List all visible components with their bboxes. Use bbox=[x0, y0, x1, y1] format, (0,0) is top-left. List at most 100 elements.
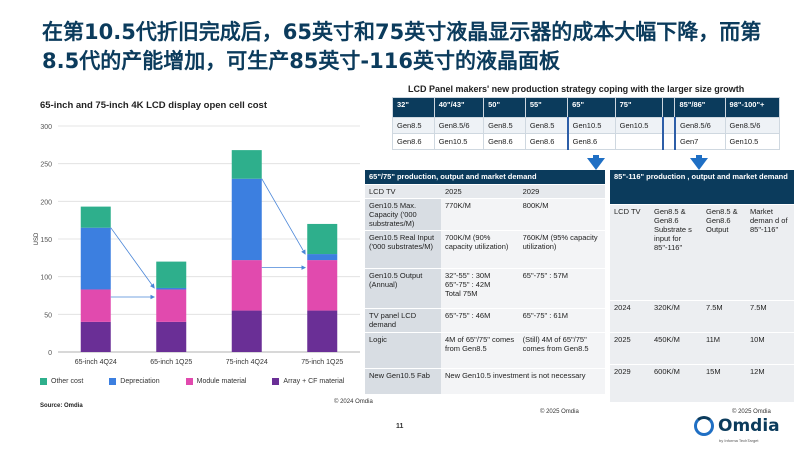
mid-cell: Gen10.5 Real Input ('000 substrates/M) bbox=[365, 230, 441, 269]
strategy-cell: Gen7 bbox=[673, 133, 726, 150]
right-cell: 600K/M bbox=[650, 364, 702, 403]
right-header-cell: Gen8.5 & Gen8.6 Substrate s input for 85… bbox=[650, 204, 702, 301]
mid-column-header: LCD TV 2025 2029 bbox=[365, 184, 605, 199]
legend-item-array: Array + CF material bbox=[272, 378, 344, 385]
x-tick-label: 75-inch 4Q24 bbox=[226, 359, 268, 366]
strategy-header-cell: 98"-100"+ bbox=[724, 97, 781, 118]
omdia-logo: Omdia by Informa TechTarget bbox=[694, 416, 780, 443]
table-row: TV panel LCD demand 65"-75" : 46M 65"-75… bbox=[365, 308, 605, 333]
strategy-header-cell: 50" bbox=[483, 97, 526, 118]
y-tick-label: 150 bbox=[40, 237, 52, 244]
x-tick-label: 65-inch 1Q25 bbox=[150, 359, 192, 366]
strategy-cell: Gen8.6 bbox=[392, 133, 435, 150]
bar-segment bbox=[307, 254, 338, 261]
strategy-cell bbox=[662, 133, 676, 150]
down-arrow-icon bbox=[587, 158, 605, 170]
right-cell: 2029 bbox=[610, 364, 650, 403]
strategy-header-cell: 55" bbox=[524, 97, 569, 118]
table-row: Gen10.5 Max. Capacity ('000 substrates/M… bbox=[365, 198, 605, 231]
legend-item-other: Other cost bbox=[40, 378, 83, 385]
bar-segment bbox=[80, 227, 111, 290]
right-column-header: LCD TV Gen8.5 & Gen8.6 Substrate s input… bbox=[610, 204, 794, 301]
down-arrow-icon bbox=[690, 158, 708, 170]
right-cell: 320K/M bbox=[650, 300, 702, 333]
strategy-cell bbox=[662, 117, 676, 134]
table-row: New Gen10.5 Fab New Gen10.5 investment i… bbox=[365, 368, 605, 395]
mid-cell: (Still) 4M of 65"/75" comes from Gen8.5 bbox=[518, 332, 605, 369]
right-cell: 2025 bbox=[610, 332, 650, 365]
strategy-cell: Gen10.5 bbox=[566, 117, 616, 134]
logo-subtext: by Informa TechTarget bbox=[719, 438, 759, 443]
bar-segment bbox=[231, 310, 262, 352]
legend-item-module: Module material bbox=[185, 378, 246, 385]
mid-cell: Gen10.5 Output (Annual) bbox=[365, 268, 441, 309]
right-table-title: 85"-116" production , output and market … bbox=[610, 170, 794, 205]
mid-header-cell: 2029 bbox=[518, 184, 605, 199]
x-tick-label: 65-inch 4Q24 bbox=[75, 359, 117, 366]
mid-cell: 65"-75" : 46M bbox=[441, 308, 519, 333]
bar-segment bbox=[156, 321, 187, 352]
strategy-title: LCD Panel makers' new production strateg… bbox=[408, 84, 745, 94]
chart-legend: Other cost Depreciation Module material … bbox=[40, 378, 344, 385]
mid-header-cell: 2025 bbox=[441, 184, 519, 199]
copyright-mid: © 2025 Omdia bbox=[540, 409, 579, 415]
bar-segment bbox=[80, 289, 111, 322]
strategy-cell: Gen8.5 bbox=[392, 117, 435, 134]
bar-segment bbox=[156, 289, 187, 322]
y-tick-label: 250 bbox=[40, 162, 52, 169]
strategy-header-cell: 65" bbox=[567, 97, 616, 118]
strategy-cell: Gen10.5 bbox=[433, 133, 485, 150]
legend-label: Depreciation bbox=[120, 378, 160, 385]
mid-cell: Logic bbox=[365, 332, 441, 369]
right-cell: 11M bbox=[702, 332, 746, 365]
strategy-row: Gen8.6 Gen10.5 Gen8.6 Gen8.6 Gen8.6 Gen7… bbox=[392, 133, 781, 150]
table-row: Logic 4M of 65"/75" comes from Gen8.5 (S… bbox=[365, 332, 605, 369]
right-cell: 10M bbox=[746, 332, 794, 365]
page-title: 在第10.5代折旧完成后，65英寸和75英寸液晶显示器的成本大幅下降，而第8.5… bbox=[42, 20, 762, 73]
strategy-header-cell: 75" bbox=[614, 97, 664, 118]
legend-swatch bbox=[109, 378, 117, 385]
right-cell: 2024 bbox=[610, 300, 650, 333]
mid-cell: 770K/M bbox=[441, 198, 519, 231]
strategy-header-cell: 32" bbox=[392, 97, 435, 118]
mid-table-title: 65"/75" production, output and market de… bbox=[365, 170, 605, 185]
strategy-header-cell: 85"/86" bbox=[674, 97, 726, 118]
right-header-cell: Market deman d of 85"-116" bbox=[746, 204, 794, 301]
strategy-cell: Gen8.5/6 bbox=[724, 117, 781, 134]
mid-production-table: 65"/75" production, output and market de… bbox=[365, 170, 605, 395]
strategy-cell: Gen8.6 bbox=[566, 133, 616, 150]
strategy-cell: Gen8.5/6 bbox=[673, 117, 726, 134]
bar-segment bbox=[156, 261, 187, 288]
mid-cell: 700K/M (90% capacity utilization) bbox=[441, 230, 519, 269]
mid-cell: New Gen10.5 investment is not necessary bbox=[441, 368, 605, 395]
omdia-logo-icon bbox=[694, 416, 714, 436]
bar-segment bbox=[80, 321, 111, 352]
right-cell: 7.5M bbox=[702, 300, 746, 333]
mid-cell: 4M of 65"/75" comes from Gen8.5 bbox=[441, 332, 519, 369]
mid-cell: New Gen10.5 Fab bbox=[365, 368, 441, 395]
bar-segment bbox=[156, 287, 187, 290]
legend-swatch bbox=[40, 378, 47, 385]
legend-label: Other cost bbox=[51, 378, 84, 385]
strategy-header-row: 32" 40"/43" 50" 55" 65" 75" 85"/86" 98"-… bbox=[392, 97, 781, 118]
mid-cell: 65"-75" : 61M bbox=[518, 308, 605, 333]
mid-header-cell: LCD TV bbox=[365, 184, 441, 199]
mid-cell: 760K/M (95% capacity utilization) bbox=[518, 230, 605, 269]
strategy-cell: Gen8.6 bbox=[483, 133, 526, 150]
right-production-table: 85"-116" production , output and market … bbox=[610, 170, 794, 403]
y-tick-label: 50 bbox=[44, 312, 52, 319]
connector-arrow bbox=[261, 178, 306, 255]
mid-cell: TV panel LCD demand bbox=[365, 308, 441, 333]
bar-segment bbox=[307, 260, 338, 311]
strategy-cell: Gen8.5/6 bbox=[433, 117, 485, 134]
chart-source: Source: Omdia bbox=[40, 403, 83, 409]
copyright-right: © 2025 Omdia bbox=[732, 409, 771, 415]
bar-segment bbox=[231, 150, 262, 179]
legend-item-depreciation: Depreciation bbox=[109, 378, 160, 385]
strategy-cell: Gen8.6 bbox=[524, 133, 569, 150]
strategy-cell: Gen10.5 bbox=[724, 133, 781, 150]
mid-cell: Gen10.5 Max. Capacity ('000 substrates/M… bbox=[365, 198, 441, 231]
legend-swatch bbox=[272, 378, 280, 385]
bar-segment bbox=[231, 260, 262, 311]
page-number: 11 bbox=[396, 423, 404, 430]
